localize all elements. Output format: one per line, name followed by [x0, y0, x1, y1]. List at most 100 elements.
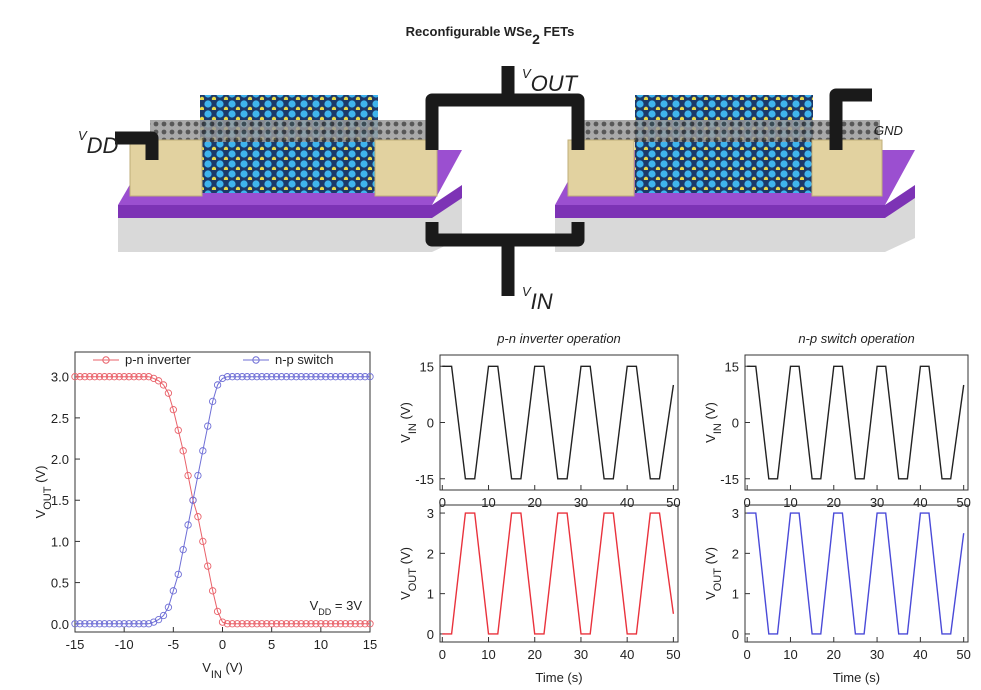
x-tick-label: 40	[620, 495, 634, 510]
x-tick-label: 50	[666, 647, 680, 662]
figure: Reconfigurable WSe2 FETsVDDVOUTGNDVIN-15…	[0, 0, 981, 690]
label-part: V	[703, 591, 718, 600]
y-tick-label: -15	[720, 472, 739, 487]
y-tick-label: 2.5	[51, 411, 69, 426]
x-tick-label: 40	[620, 647, 634, 662]
series-line	[747, 366, 964, 479]
label-part: Reconfigurable WSe	[406, 24, 532, 39]
y-tick-label: 0	[427, 627, 434, 642]
label-part: = 3V	[331, 598, 362, 613]
x-tick-label: 30	[574, 647, 588, 662]
contact-atoms	[150, 120, 430, 142]
figure-title: Reconfigurable WSe2 FETs	[406, 24, 575, 47]
x-axis-label: Time (s)	[833, 670, 880, 685]
label-part: V	[33, 509, 48, 518]
annotation: VDD = 3V	[310, 598, 363, 617]
x-tick-label: 5	[268, 637, 275, 652]
y-tick-label: 1	[732, 587, 739, 602]
label-part: DD	[318, 607, 331, 617]
label-part: DD	[87, 133, 119, 158]
x-tick-label: 0	[439, 647, 446, 662]
terminal-label: VOUT	[522, 66, 579, 96]
label-part: (V)	[703, 402, 718, 423]
x-tick-label: -15	[66, 637, 85, 652]
label-part: IN	[712, 423, 724, 434]
panel-title: n-p switch operation	[798, 331, 914, 346]
wse2-channel	[635, 95, 813, 193]
x-tick-label: 40	[913, 495, 927, 510]
y-axis-label: VOUT (V)	[398, 547, 419, 600]
x-tick-label: 40	[913, 647, 927, 662]
label-part: Time (s)	[535, 670, 582, 685]
y-tick-label: 15	[725, 359, 739, 374]
x-tick-label: 10	[783, 647, 797, 662]
label-part: V	[703, 434, 718, 443]
terminal-label: GND	[874, 123, 903, 138]
device-illustration	[115, 66, 915, 296]
label-part: IN	[211, 669, 222, 681]
x-tick-label: 20	[827, 647, 841, 662]
series-line	[747, 513, 964, 634]
y-tick-label: 0	[732, 627, 739, 642]
label-part: (V)	[703, 547, 718, 568]
series-line	[75, 377, 370, 624]
y-tick-label: 0.5	[51, 576, 69, 591]
label-part: (V)	[398, 547, 413, 568]
x-tick-label: 30	[870, 495, 884, 510]
x-tick-label: 10	[481, 647, 495, 662]
panel-title: p-n inverter operation	[496, 331, 621, 346]
y-tick-label: 3.0	[51, 370, 69, 385]
label-part: GND	[874, 123, 903, 138]
x-axis-label: VIN (V)	[202, 660, 243, 681]
x-tick-label: 50	[956, 647, 970, 662]
series-line	[442, 513, 673, 634]
x-tick-label: 10	[783, 495, 797, 510]
x-tick-label: 15	[363, 637, 377, 652]
x-tick-label: 30	[870, 647, 884, 662]
y-tick-label: 3	[427, 506, 434, 521]
label-part: OUT	[407, 568, 419, 592]
label-part: (V)	[222, 660, 243, 675]
label-part: V	[398, 434, 413, 443]
terminal-label: VIN	[522, 284, 553, 314]
y-tick-label: 0	[427, 416, 434, 431]
x-axis-label: Time (s)	[535, 670, 582, 685]
y-tick-label: 0.0	[51, 617, 69, 632]
series-line	[75, 377, 370, 624]
y-axis-label: VIN (V)	[703, 402, 724, 443]
x-tick-label: 20	[827, 495, 841, 510]
x-tick-label: 0	[744, 647, 751, 662]
terminal-label: VDD	[78, 128, 119, 158]
x-tick-label: 0	[219, 637, 226, 652]
label-part: OUT	[712, 568, 724, 592]
label-part: V	[398, 591, 413, 600]
y-tick-label: 1	[427, 587, 434, 602]
y-tick-label: 2	[427, 546, 434, 561]
wse2-channel	[200, 95, 378, 193]
label-part: OUT	[42, 486, 54, 510]
legend-label: p-n inverter	[125, 352, 191, 367]
x-tick-label: 10	[481, 495, 495, 510]
label-part: (V)	[33, 466, 48, 487]
label-part: V	[310, 598, 319, 613]
y-tick-label: -15	[415, 472, 434, 487]
legend-label: n-p switch	[275, 352, 334, 367]
y-axis-label: VIN (V)	[398, 402, 419, 443]
label-part: 2	[532, 31, 540, 47]
label-part: IN	[407, 423, 419, 434]
y-tick-label: 1.0	[51, 534, 69, 549]
y-tick-label: 0	[732, 416, 739, 431]
plot-frame	[75, 352, 370, 632]
x-tick-label: 10	[314, 637, 328, 652]
y-axis-label: VOUT (V)	[33, 466, 54, 519]
x-tick-label: 20	[528, 495, 542, 510]
series-line	[442, 366, 673, 479]
y-tick-label: 2	[732, 546, 739, 561]
x-tick-label: 30	[574, 495, 588, 510]
label-part: FETs	[540, 24, 574, 39]
label-part: (V)	[398, 402, 413, 423]
electrode	[812, 140, 882, 196]
x-tick-label: -10	[115, 637, 134, 652]
x-tick-label: -5	[168, 637, 180, 652]
x-tick-label: 20	[528, 647, 542, 662]
